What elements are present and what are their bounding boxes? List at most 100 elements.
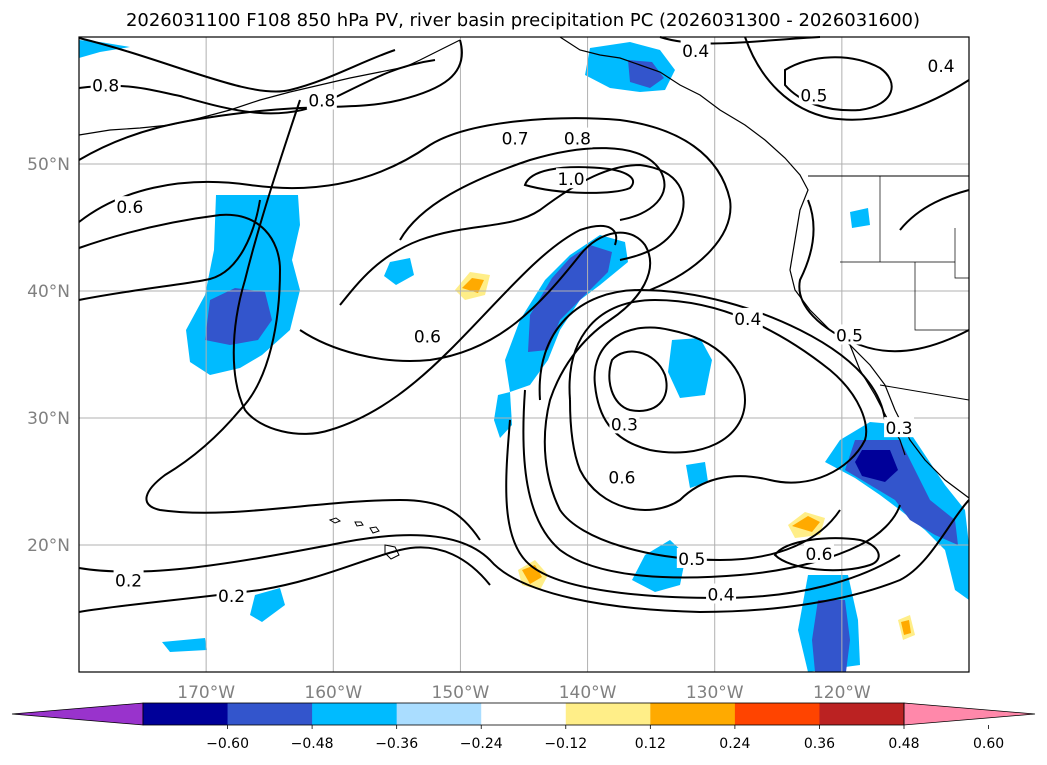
contour-label: 0.8 — [90, 74, 121, 96]
contour-label-text: 0.6 — [414, 328, 441, 348]
border-state-1 — [840, 176, 969, 331]
colorbar-tick-label: −0.36 — [375, 736, 418, 752]
contour-label: 0.8 — [306, 89, 337, 112]
pv-contour-7 — [232, 99, 618, 435]
contour-label-text: 0.3 — [886, 419, 913, 439]
colorbar: −0.60 −0.48 −0.36 −0.24 −0.12 0.12 0.24 0.36 0.4… — [11, 702, 1036, 752]
contour-label: 0.2 — [216, 584, 247, 607]
contour-label: 0.4 — [926, 55, 957, 77]
pv-contour-5 — [78, 213, 481, 541]
colorbar-segment — [734, 703, 820, 725]
colorbar-tick-label: 0.36 — [804, 736, 835, 752]
pv-contour-9 — [399, 147, 666, 241]
contour-label-bg — [216, 584, 247, 605]
colorbar-tick-label: 0.60 — [973, 736, 1004, 752]
precip-blob-small-3 — [686, 462, 708, 488]
contour-label-text: 0.7 — [502, 130, 529, 150]
contour-label-bg — [556, 168, 587, 189]
precip-blob-topleft — [79, 40, 130, 58]
contour-label-bg — [606, 466, 637, 487]
contour-label: 0.8 — [562, 127, 593, 150]
colorbar-segment — [650, 703, 736, 725]
contour-label: 0.6 — [606, 466, 637, 489]
lat-tick-label: 30°N — [27, 409, 70, 429]
colorbar-extend-high — [903, 702, 1036, 726]
island-2 — [354, 521, 364, 527]
contour-label-bg — [834, 324, 865, 345]
precip-blob-central-tail — [494, 392, 512, 438]
contour-label-bg — [706, 583, 737, 604]
colorbar-segment — [481, 703, 567, 725]
border-us-mexico — [879, 384, 970, 401]
longitude-labels: 170°W 160°W 150°W 140°W 130°W 120°W — [177, 683, 871, 703]
lon-tick-label: 160°W — [304, 683, 362, 703]
contour-label-text: 0.8 — [564, 130, 591, 150]
lat-tick-label: 50°N — [27, 155, 70, 175]
pv-contour-6 — [78, 199, 841, 562]
colorbar-tick-label: −0.12 — [544, 736, 587, 752]
pv-contour-17 — [773, 537, 880, 572]
contour-label-bg — [562, 127, 593, 148]
colorbar-tick-label: 0.48 — [888, 736, 919, 752]
lat-tick-label: 40°N — [27, 282, 70, 302]
contour-label: 0.2 — [113, 569, 144, 592]
contour-labels: 0.40.40.50.80.80.7 0.81.00.60.60.40.50.30… — [90, 39, 957, 607]
lon-tick-label: 170°W — [177, 683, 235, 703]
contour-label-bg — [884, 417, 915, 438]
precip-blob-alaska-inner — [628, 60, 664, 88]
pv-contour-23 — [798, 199, 970, 353]
precip-blob-east-mid — [668, 338, 712, 398]
hawaii-islands — [328, 517, 400, 560]
latitude-labels: 50°N 40°N 30°N 20°N — [27, 155, 70, 556]
contour-label: 0.6 — [412, 325, 443, 348]
contour-label-text: 0.4 — [708, 586, 735, 606]
precip-blob-small-4 — [850, 208, 870, 228]
pv-contour-4 — [78, 117, 732, 291]
precip-shading — [79, 40, 969, 672]
contour-label: 0.5 — [834, 324, 865, 346]
pv-contour-22 — [659, 36, 821, 45]
precip-blob-small-2 — [162, 638, 207, 652]
contour-label-bg — [113, 569, 144, 590]
pv-contour-10 — [523, 166, 635, 194]
precip-blob-mexico-core — [855, 450, 898, 482]
contour-label-text: 0.5 — [678, 550, 705, 570]
contour-label-text: 0.8 — [308, 92, 335, 112]
contour-label: 0.4 — [732, 307, 763, 330]
contour-label: 0.5 — [798, 84, 829, 106]
pv-contour-24 — [899, 189, 970, 231]
contour-label-bg — [732, 307, 763, 328]
precip-blob-small-1 — [250, 588, 285, 622]
pv-contour-13 — [568, 298, 868, 511]
contour-label-text: 0.3 — [611, 415, 638, 435]
colorbar-segment — [565, 703, 651, 725]
precip-pos-blob-1-core — [462, 278, 484, 293]
contour-label: 0.4 — [680, 39, 711, 62]
map-frame — [78, 36, 970, 673]
island-4 — [384, 544, 400, 560]
pv-contour-12 — [593, 326, 747, 454]
pv-contour-21 — [744, 36, 970, 121]
contour-label-bg — [609, 413, 640, 434]
precip-blob-central-inner — [528, 245, 612, 352]
contour-label-bg — [680, 39, 711, 60]
island-1 — [328, 517, 342, 524]
colorbar-segment — [227, 703, 313, 725]
contour-label-bg — [90, 74, 121, 95]
colorbar-extend-low — [11, 702, 144, 726]
pv-contour-18 — [78, 499, 970, 614]
contour-label-bg — [926, 55, 957, 76]
contour-label-text: 0.6 — [805, 545, 832, 565]
contour-label-bg — [803, 542, 834, 563]
contour-label-text: 0.5 — [836, 326, 863, 346]
precip-blob-small-north — [384, 258, 414, 285]
pv-contour-2 — [78, 59, 436, 115]
contour-label-text: 0.4 — [682, 42, 709, 62]
coastline-alaska — [78, 39, 461, 136]
contour-label-text: 1.0 — [558, 170, 585, 190]
lon-tick-label: 150°W — [432, 683, 490, 703]
precip-pos-blob-2-core — [792, 516, 820, 532]
contour-label-text: 0.6 — [608, 469, 635, 489]
pv-contour-1 — [78, 37, 396, 93]
map-panel: 0.40.40.50.80.80.7 0.81.00.60.60.40.50.30… — [78, 36, 970, 673]
